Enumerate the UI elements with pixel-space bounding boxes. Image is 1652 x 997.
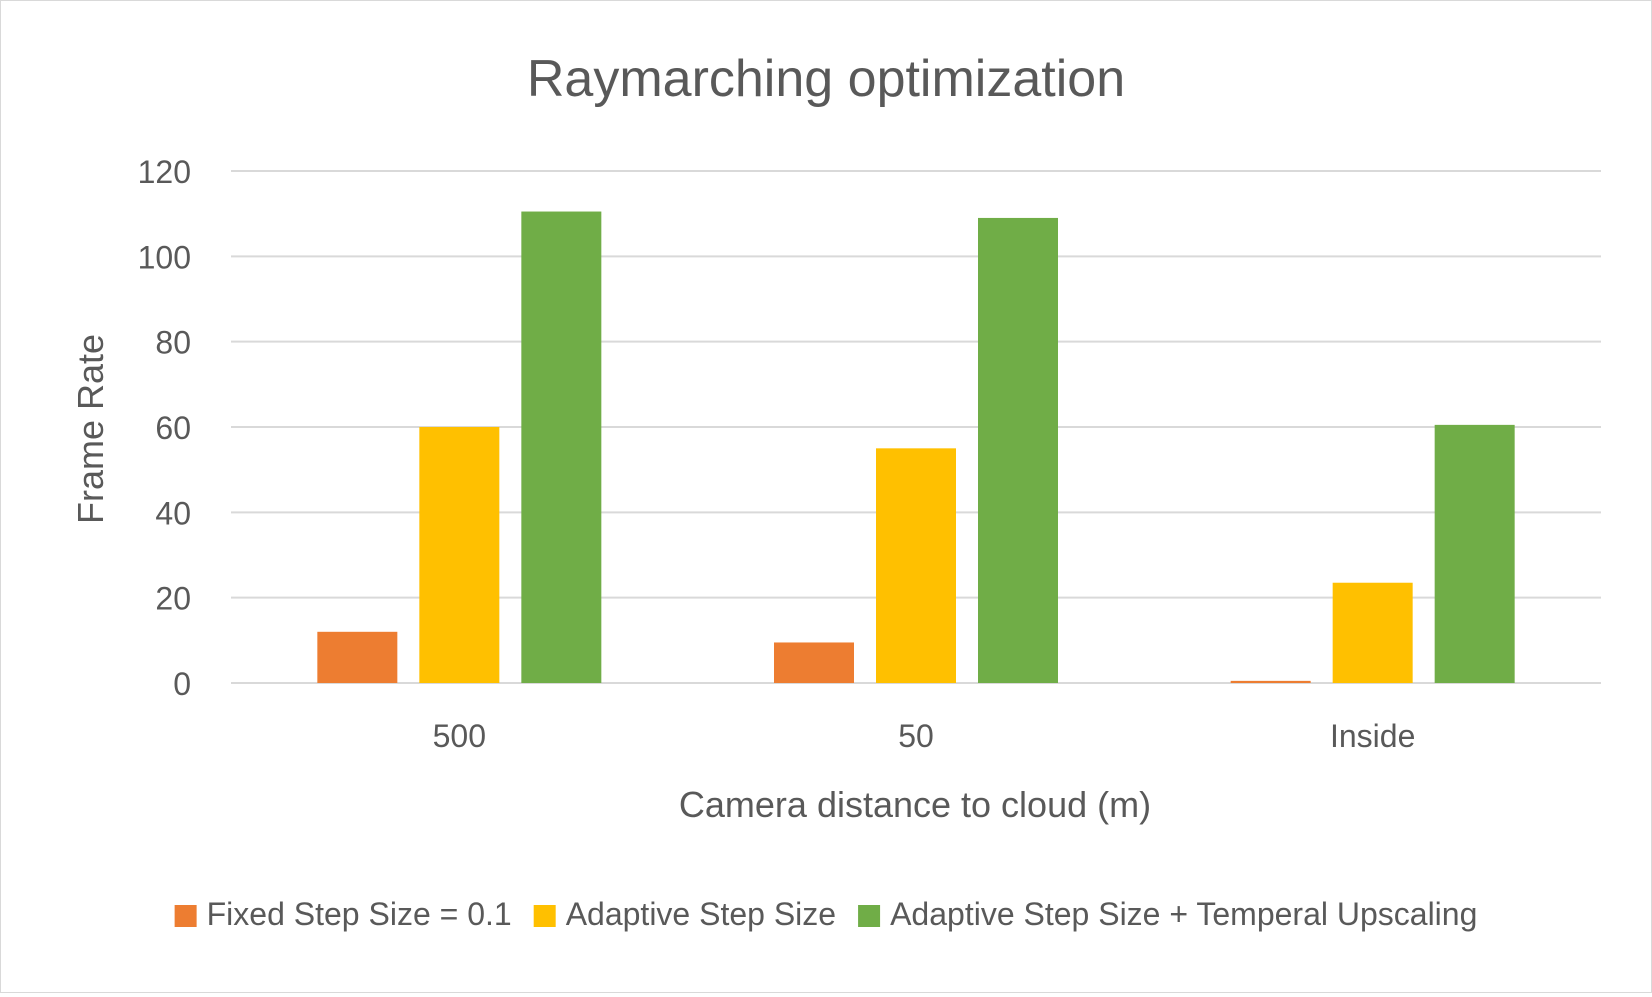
bar (774, 642, 854, 683)
legend-label: Fixed Step Size = 0.1 (207, 896, 512, 932)
bars (317, 211, 1515, 684)
legend-swatch (533, 905, 556, 927)
y-tick-label: 120 (138, 154, 191, 190)
bar (1332, 582, 1413, 683)
bar (317, 631, 398, 683)
bar (876, 448, 956, 683)
legend-swatch (858, 905, 881, 927)
y-axis-ticks: 0 20 40 60 80 100 120 (138, 154, 191, 702)
legend: Fixed Step Size = 0.1 Adaptive Step Size A… (174, 896, 1477, 932)
y-tick-label: 60 (155, 410, 191, 446)
legend-swatch (174, 905, 197, 927)
bar (521, 211, 602, 684)
legend-label: Adaptive Step Size + Temperal Upscaling (890, 896, 1477, 932)
legend-label: Adaptive Step Size (566, 896, 836, 932)
bar (419, 427, 500, 683)
x-tick-label: 500 (433, 718, 486, 754)
x-tick-label: 50 (898, 718, 934, 754)
bar (1230, 680, 1311, 683)
y-tick-label: 80 (155, 325, 191, 361)
bar (978, 217, 1058, 683)
y-tick-label: 40 (155, 495, 191, 531)
x-axis-label: Camera distance to cloud (m) (679, 784, 1151, 825)
bar (1434, 424, 1515, 683)
y-tick-label: 20 (155, 581, 191, 617)
y-axis-label: Frame Rate (70, 334, 111, 524)
x-tick-label: Inside (1330, 718, 1415, 754)
y-tick-label: 100 (138, 239, 191, 275)
y-tick-label: 0 (173, 666, 191, 702)
x-axis-ticks: 500 50 Inside (433, 718, 1416, 754)
chart-title: Raymarching optimization (527, 50, 1125, 108)
